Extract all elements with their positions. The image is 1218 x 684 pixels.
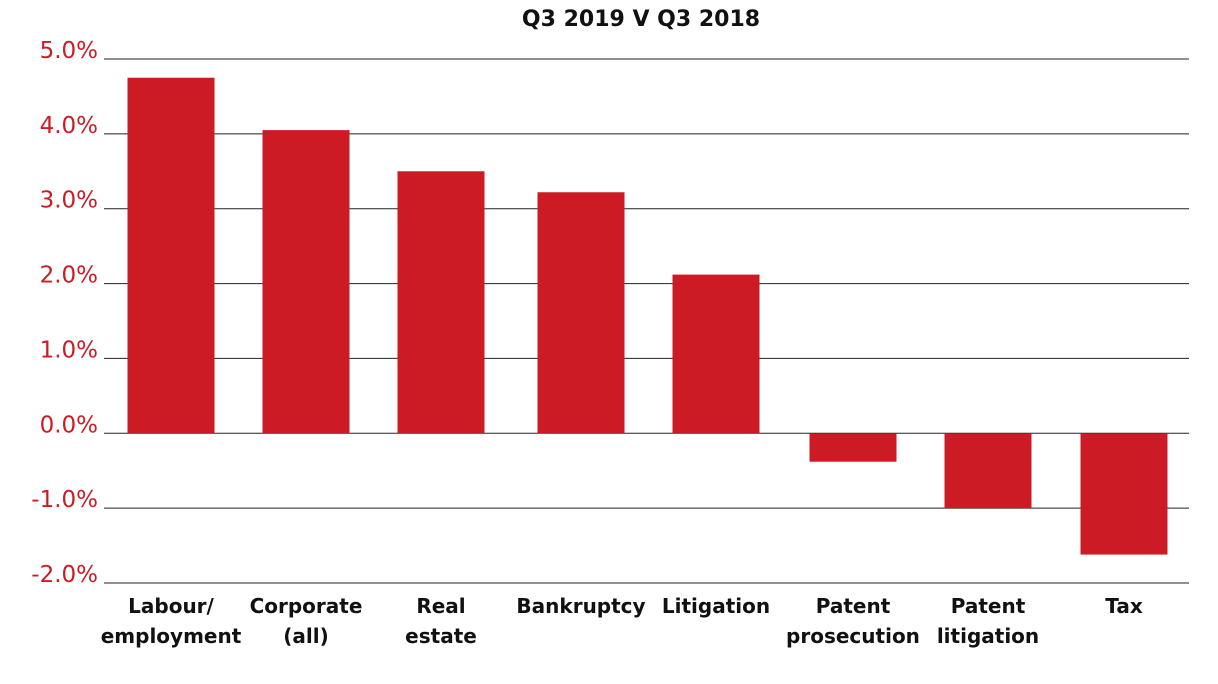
y-tick-label: 3.0% [40, 188, 98, 214]
y-tick-label: -1.0% [31, 487, 98, 513]
x-tick-label: Labour/employment [101, 594, 242, 648]
y-tick-label: 2.0% [40, 263, 98, 289]
x-tick-label: Patent litigation [937, 594, 1039, 648]
bars [127, 77, 1168, 555]
bar [944, 433, 1032, 509]
x-tick-label: Corporate (all) [250, 594, 363, 648]
y-tick-label: -2.0% [31, 562, 98, 588]
x-tick-label: Real estate [405, 594, 477, 648]
bar [1080, 433, 1168, 555]
bar [809, 433, 897, 462]
x-tick-label: Tax [1105, 594, 1143, 618]
bar [537, 192, 625, 434]
y-axis-tick-labels: 5.0% 4.0% 3.0% 2.0% 1.0% 0.0% -1.0% -2.0% [31, 38, 98, 588]
bar [672, 274, 760, 434]
bar [397, 171, 485, 434]
chart-title: Q3 2019 V Q3 2018 [522, 7, 760, 32]
bar [127, 77, 215, 434]
x-tick-label: Bankruptcy [516, 594, 645, 618]
x-tick-label: Patent prosecution [786, 594, 920, 648]
bar [262, 130, 350, 434]
y-tick-label: 1.0% [40, 337, 98, 363]
x-tick-label: Litigation [662, 594, 770, 618]
y-tick-label: 0.0% [40, 412, 98, 438]
y-tick-label: 5.0% [40, 38, 98, 64]
y-tick-label: 4.0% [40, 113, 98, 139]
